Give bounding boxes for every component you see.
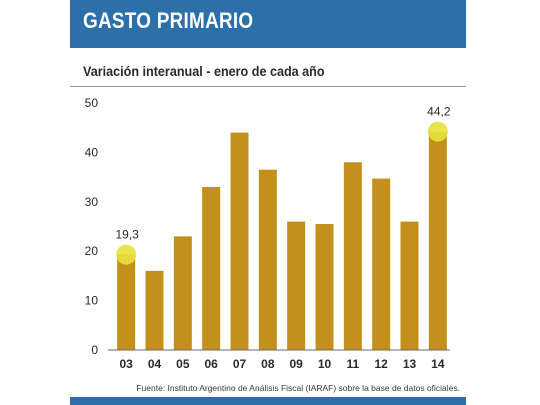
bar-10	[315, 224, 334, 350]
highlight-marker-14	[427, 121, 448, 142]
page-title: GASTO PRIMARIO	[83, 8, 254, 33]
data-label-14: 44,2	[427, 105, 451, 119]
data-label-03: 19,3	[115, 228, 139, 242]
x-tick-label: 08	[261, 357, 275, 371]
x-tick-label: 14	[431, 357, 445, 371]
bar-07	[230, 132, 249, 350]
x-tick-label: 06	[204, 357, 218, 371]
x-tick-label: 07	[233, 357, 247, 371]
bar-11	[343, 162, 362, 350]
bar-05	[173, 236, 192, 350]
bar-04	[145, 270, 164, 350]
chart-frame: GASTO PRIMARIO Variación interanual - en…	[70, 0, 466, 405]
subtitle-divider	[70, 86, 466, 87]
x-tick-label: 12	[374, 357, 388, 371]
x-tick-label: 03	[119, 357, 133, 371]
bar-13	[400, 221, 419, 350]
bar-09	[287, 221, 306, 350]
y-tick-label: 10	[85, 294, 99, 308]
y-tick-label: 0	[91, 343, 98, 357]
x-tick-label: 09	[289, 357, 303, 371]
bar-03	[117, 254, 136, 350]
chart-subtitle: Variación interanual - enero de cada año	[83, 63, 325, 79]
highlight-marker-03	[116, 244, 137, 265]
y-tick-label: 30	[85, 195, 99, 209]
x-tick-label: 10	[318, 357, 332, 371]
bar-08	[258, 169, 277, 350]
y-tick-label: 20	[85, 244, 99, 258]
x-tick-label: 13	[403, 357, 417, 371]
bar-14	[428, 131, 447, 350]
bar-chart: 0 10 20 30 40 50 03 04 05 06 07 08 09 10 11 12 13 14 19,…	[85, 96, 451, 371]
source-note: Fuente: Instituto Argentino de Análisis …	[136, 383, 460, 393]
x-tick-label: 04	[148, 357, 162, 371]
header-bar: GASTO PRIMARIO	[70, 0, 466, 48]
x-tick-label: 11	[346, 357, 359, 371]
x-tick-label: 05	[176, 357, 190, 371]
y-tick-label: 50	[85, 96, 99, 110]
bar-12	[372, 178, 391, 350]
footer-bar	[70, 397, 466, 405]
bar-06	[202, 186, 221, 350]
y-tick-label: 40	[85, 145, 99, 159]
